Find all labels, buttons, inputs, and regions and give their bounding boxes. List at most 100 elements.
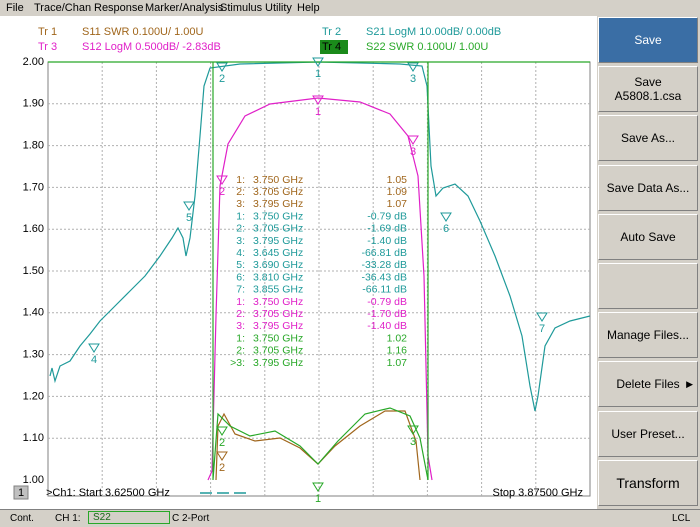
marker-id: 1: bbox=[236, 332, 245, 344]
marker-number: 6 bbox=[443, 223, 449, 235]
marker-value: -1.70 dB bbox=[367, 308, 407, 320]
trace-setting: S22 SWR 0.100U/ 1.00U bbox=[366, 41, 488, 53]
marker-triangle bbox=[216, 426, 228, 436]
menu-item[interactable]: Utility bbox=[265, 2, 292, 14]
y-tick-label: 1.50 bbox=[23, 265, 44, 277]
marker-number: 3 bbox=[410, 146, 416, 158]
marker-id: 7: bbox=[236, 284, 245, 296]
trace-s12 bbox=[207, 97, 433, 481]
marker-id: 2: bbox=[236, 308, 245, 320]
softkey-label: Save Data As... bbox=[606, 180, 690, 195]
marker-frequency: 3.795 GHz bbox=[253, 198, 303, 210]
marker-id: >3: bbox=[230, 357, 245, 369]
marker-frequency: 3.705 GHz bbox=[253, 308, 303, 320]
marker-triangle bbox=[216, 175, 228, 185]
softkey[interactable]: Save bbox=[598, 17, 698, 63]
menu-item[interactable]: Response bbox=[94, 2, 144, 14]
marker-number: 7 bbox=[539, 323, 545, 335]
submenu-arrow: ▶ bbox=[686, 378, 693, 389]
status-field: C 2-Port bbox=[172, 513, 210, 524]
menu-item[interactable]: Trace/Chan bbox=[34, 2, 92, 14]
trace-label: Tr 3 bbox=[38, 41, 57, 53]
marker-number: 2 bbox=[219, 437, 225, 449]
softkey-label: Transform bbox=[616, 474, 680, 491]
trace-s11 bbox=[215, 410, 421, 481]
trace-setting: S21 LogM 10.00dB/ 0.00dB bbox=[366, 26, 501, 38]
softkey-label: A5808.1.csa bbox=[614, 89, 682, 104]
marker-triangle bbox=[312, 95, 324, 105]
marker-frequency: 3.705 GHz bbox=[253, 186, 303, 198]
y-tick-label: 1.10 bbox=[23, 432, 44, 444]
marker-number: 1 bbox=[315, 106, 321, 118]
softkey[interactable]: Save Data As... bbox=[598, 164, 698, 211]
softkey[interactable]: User Preset... bbox=[598, 410, 698, 457]
marker-number: 4 bbox=[91, 354, 97, 366]
marker-frequency: 3.795 GHz bbox=[253, 320, 303, 332]
status-field: CH 1: bbox=[55, 513, 81, 524]
marker-frequency: 3.795 GHz bbox=[253, 235, 303, 247]
menu-item[interactable]: Help bbox=[297, 2, 320, 14]
marker-number: 1 bbox=[315, 493, 321, 505]
softkey[interactable]: Save As... bbox=[598, 115, 698, 162]
marker-number: 2 bbox=[219, 462, 225, 474]
y-tick-label: 1.20 bbox=[23, 390, 44, 402]
status-field: S22 bbox=[88, 511, 170, 524]
marker-triangle bbox=[312, 482, 324, 492]
softkey[interactable]: Auto Save bbox=[598, 213, 698, 260]
marker-value: 1.02 bbox=[387, 332, 408, 344]
marker-value: -66.81 dB bbox=[361, 247, 407, 259]
stop-frequency: Stop 3.87500 GHz bbox=[492, 487, 583, 499]
marker-triangle bbox=[216, 451, 228, 461]
marker-id: 1: bbox=[236, 174, 245, 186]
marker-id: 2: bbox=[236, 345, 245, 357]
y-tick-label: 1.40 bbox=[23, 307, 44, 319]
softkey-label: Save As... bbox=[620, 131, 676, 146]
menu-item[interactable]: File bbox=[6, 2, 24, 14]
marker-id: 1: bbox=[236, 296, 245, 308]
marker-frequency: 3.750 GHz bbox=[253, 332, 303, 344]
marker-triangle bbox=[407, 62, 419, 72]
marker-frequency: 3.810 GHz bbox=[253, 271, 303, 283]
status-field: Cont. bbox=[10, 513, 34, 524]
softkey[interactable]: Manage Files... bbox=[598, 312, 698, 359]
y-tick-label: 2.00 bbox=[23, 56, 44, 68]
menu-item[interactable]: Marker/Analysis bbox=[145, 2, 224, 14]
channel-number: 1 bbox=[18, 487, 24, 499]
marker-triangle bbox=[88, 343, 100, 353]
trace-setting: S11 SWR 0.100U/ 1.00U bbox=[82, 26, 204, 38]
y-tick-label: 1.70 bbox=[23, 181, 44, 193]
marker-id: 5: bbox=[236, 259, 245, 271]
marker-id: 1: bbox=[236, 210, 245, 222]
softkey[interactable]: Delete Files ▶ bbox=[598, 361, 698, 408]
y-tick-label: 1.00 bbox=[23, 474, 44, 486]
marker-triangle bbox=[183, 201, 195, 211]
marker-table: 1: 3.750 GHz 1.05 2: 3.705 GHz 1.09 3: 3.795 GH… bbox=[230, 174, 407, 369]
active-trace-box bbox=[320, 40, 348, 54]
softkey-label: Save bbox=[634, 75, 662, 90]
trace-s22 bbox=[48, 61, 590, 481]
y-axis-labels: 2.00 1.90 1.80 1.70 1.60 1.50 1.40 1.30 1.20 1.10… bbox=[23, 56, 44, 486]
y-tick-label: 1.80 bbox=[23, 140, 44, 152]
marker-id: 4: bbox=[236, 247, 245, 259]
marker-triangle bbox=[407, 135, 419, 145]
marker-frequency: 3.705 GHz bbox=[253, 223, 303, 235]
marker-value: -0.79 dB bbox=[367, 296, 407, 308]
marker-value: -36.43 dB bbox=[361, 271, 407, 283]
softkey[interactable]: Save A5808.1.csa bbox=[598, 66, 698, 113]
menu-item[interactable]: Stimulus bbox=[220, 2, 263, 14]
softkey[interactable]: Transform bbox=[598, 459, 698, 506]
marker-value: -66.11 dB bbox=[362, 284, 407, 296]
softkey-label: Delete Files bbox=[616, 377, 680, 392]
marker-triangle bbox=[536, 312, 548, 322]
marker-value: 1.05 bbox=[387, 174, 408, 186]
trace-legend: Tr 1 S11 SWR 0.100U/ 1.00U Tr 2 S21 LogM 10… bbox=[38, 26, 501, 54]
marker-value: 1.16 bbox=[387, 345, 408, 357]
marker-number: 3 bbox=[410, 436, 416, 448]
marker-number: 2 bbox=[219, 73, 225, 85]
marker-frequency: 3.750 GHz bbox=[253, 174, 303, 186]
softkey-label: Save bbox=[634, 33, 662, 47]
marker-triangle bbox=[407, 425, 419, 435]
softkey-label: Auto Save bbox=[620, 229, 676, 244]
marker-frequency: 3.645 GHz bbox=[253, 247, 303, 259]
